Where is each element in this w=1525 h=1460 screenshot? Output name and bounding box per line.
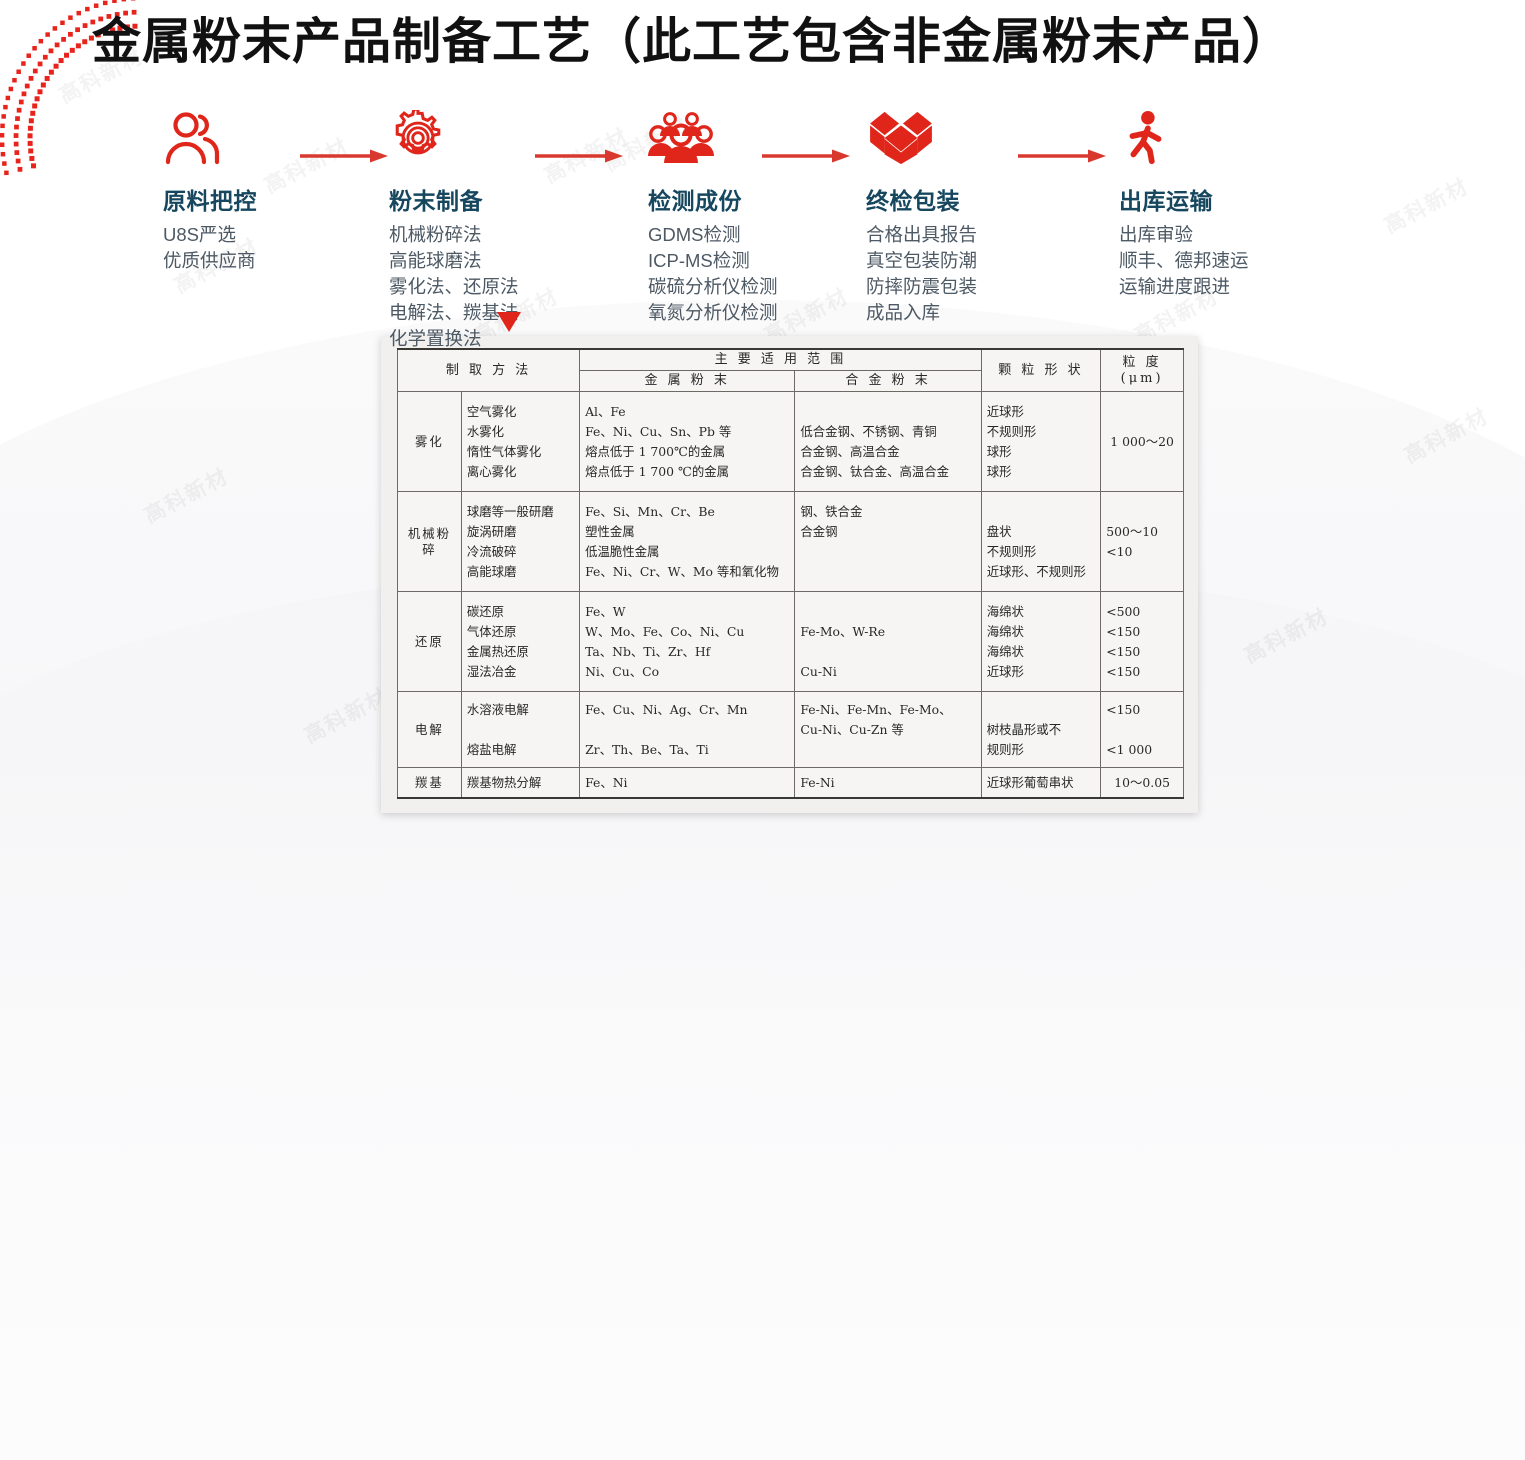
cell-method: 还原 xyxy=(397,591,462,692)
cell-method: 机械粉碎 xyxy=(397,491,462,592)
cell-size: 10～0.05 xyxy=(1100,767,1184,800)
cell-metal: Fe、W W、Mo、Fe、Co、Ni、Cu Ta、Nb、Ti、Zr、Hf Ni、Cu… xyxy=(579,591,796,692)
th-scope: 主 要 适 用 范 围 xyxy=(579,348,982,371)
flow-step-item: GDMS检测 xyxy=(648,224,741,245)
flow-step-item: 高能球磨法 xyxy=(389,250,482,271)
th-method: 制 取 方 法 xyxy=(396,348,581,392)
powder-methods-table-card: 制 取 方 法 主 要 适 用 范 围 颗 粒 形 状 粒 度 (μm) 金 属… xyxy=(381,336,1198,813)
cell-metal: Fe、Cu、Ni、Ag、Cr、Mn Zr、Th、Be、Ta、Ti xyxy=(579,690,796,769)
th-metal-powder: 金 属 粉 末 xyxy=(579,370,796,392)
cell-alloy: Fe-Ni xyxy=(794,767,982,800)
table-row: 雾化 空气雾化 水雾化 惰性气体雾化 离心雾化 Al、Fe Fe、Ni、Cu、Sn、P… xyxy=(397,391,1184,492)
flow-step-items: 出库审验 顺丰、德邦速运 运输进度跟进 xyxy=(1119,222,1249,300)
flow-step-item: ICP-MS检测 xyxy=(648,250,750,271)
cell-size: <150 <1 000 xyxy=(1100,690,1184,769)
flow-step-item: 成品入库 xyxy=(866,302,941,323)
cell-shape: 近球形葡萄串状 xyxy=(980,767,1102,800)
cell-submethods: 碳还原 气体还原 金属热还原 湿法冶金 xyxy=(460,591,581,692)
cell-submethods: 球磨等一般研磨 旋涡研磨 冷流破碎 高能球磨 xyxy=(460,491,581,592)
flow-step-item: 氧氮分析仪检测 xyxy=(648,302,778,323)
cell-shape: 海绵状 海绵状 海绵状 近球形 xyxy=(980,591,1102,692)
th-alloy-powder: 合 金 粉 末 xyxy=(794,370,982,392)
flow-step-2[interactable]: 粉末制备 机械粉碎法 高能球磨法 雾化法、还原法 电解法、羰基法 化学置换法 xyxy=(389,110,519,352)
flow-step-heading: 原料把控 xyxy=(163,188,257,214)
flow-step-item: 合格出具报告 xyxy=(866,224,978,245)
cell-shape: 盘状 不规则形 近球形、不规则形 xyxy=(980,491,1102,592)
flow-step-heading: 粉末制备 xyxy=(389,188,483,214)
table-row: 羰基 羰基物热分解 Fe、Ni Fe-Ni 近球形葡萄串状 10～0.05 xyxy=(397,767,1184,800)
cell-alloy: Fe-Mo、W-Re Cu-Ni xyxy=(794,591,982,692)
flow-step-item: 顺丰、德邦速运 xyxy=(1119,250,1249,271)
flow-step-items: GDMS检测 ICP-MS检测 碳硫分析仪检测 氧氮分析仪检测 xyxy=(648,222,778,326)
cell-shape: 近球形 不规则形 球形 球形 xyxy=(980,391,1102,492)
users-outline-icon xyxy=(163,110,257,166)
flow-step-item: 优质供应商 xyxy=(163,250,256,271)
flow-step-item: 化学置换法 xyxy=(389,328,482,349)
flow-step-items: 机械粉碎法 高能球磨法 雾化法、还原法 电解法、羰基法 化学置换法 xyxy=(389,222,519,352)
cell-metal: Fe、Ni xyxy=(579,767,796,800)
flow-step-items: U8S严选 优质供应商 xyxy=(163,222,257,274)
flow-step-item: 碳硫分析仪检测 xyxy=(648,276,778,297)
cell-metal: Fe、Si、Mn、Cr、Be 塑性金属 低温脆性金属 Fe、Ni、Cr、W、Mo 等… xyxy=(579,491,796,592)
people-group-icon xyxy=(648,110,778,166)
walking-person-icon xyxy=(1119,110,1249,166)
flow-step-heading: 出库运输 xyxy=(1119,188,1213,214)
cell-submethods: 水溶液电解 熔盐电解 xyxy=(460,690,581,769)
cell-method: 电解 xyxy=(397,690,462,769)
cell-submethods: 羰基物热分解 xyxy=(460,767,581,800)
th-size-unit: (μm) xyxy=(1120,370,1164,386)
table-row: 还原 碳还原 气体还原 金属热还原 湿法冶金 Fe、W W、Mo、Fe、Co、Ni、C… xyxy=(397,591,1184,692)
powder-methods-table: 制 取 方 法 主 要 适 用 范 围 颗 粒 形 状 粒 度 (μm) 金 属… xyxy=(396,348,1184,800)
flow-arrow-1 xyxy=(300,148,388,169)
flow-step-item: 出库审验 xyxy=(1119,224,1194,245)
flow-arrow-2 xyxy=(535,148,623,169)
flow-arrow-3 xyxy=(762,148,850,169)
flow-step-item: 雾化法、还原法 xyxy=(389,276,519,297)
cell-submethods: 空气雾化 水雾化 惰性气体雾化 离心雾化 xyxy=(460,391,581,492)
flow-step-3[interactable]: 检测成份 GDMS检测 ICP-MS检测 碳硫分析仪检测 氧氮分析仪检测 xyxy=(648,110,778,326)
gear-icon xyxy=(389,110,519,166)
cell-alloy: Fe-Ni、Fe-Mn、Fe-Mo、 Cu-Ni、Cu-Zn 等 xyxy=(794,690,982,769)
red-triangle-marker xyxy=(497,312,521,337)
flow-step-heading: 检测成份 xyxy=(648,188,742,214)
th-size-label: 粒 度 xyxy=(1122,354,1162,370)
flow-step-item: 真空包装防潮 xyxy=(866,250,978,271)
decorative-dot-arc xyxy=(0,0,138,176)
flow-step-5[interactable]: 出库运输 出库审验 顺丰、德邦速运 运输进度跟进 xyxy=(1119,110,1249,300)
flow-step-4[interactable]: 终检包装 合格出具报告 真空包装防潮 防摔防震包装 成品入库 xyxy=(866,110,977,326)
cell-alloy: 低合金钢、不锈钢、青铜 合金钢、高温合金 合金钢、钛合金、高温合金 xyxy=(794,391,982,492)
cell-size: 500～10 <10 xyxy=(1100,491,1184,592)
flow-step-item: 电解法、羰基法 xyxy=(389,302,519,323)
page-title: 金属粉末产品制备工艺（此工艺包含非金属粉末产品） xyxy=(92,12,1293,70)
flow-step-item: U8S严选 xyxy=(163,224,236,245)
flow-step-item: 机械粉碎法 xyxy=(389,224,482,245)
flow-arrow-4 xyxy=(1018,148,1106,169)
cell-size: <500 <150 <150 <150 xyxy=(1100,591,1184,692)
cell-alloy: 钢、铁合金 合金钢 xyxy=(794,491,982,592)
cell-shape: 树枝晶形或不 规则形 xyxy=(980,690,1102,769)
cell-method: 雾化 xyxy=(397,391,462,492)
process-flow: 原料把控 U8S严选 优质供应商 粉末制备 机械粉碎法 高能 xyxy=(0,110,1525,349)
flow-step-items: 合格出具报告 真空包装防潮 防摔防震包装 成品入库 xyxy=(866,222,977,326)
cell-metal: Al、Fe Fe、Ni、Cu、Sn、Pb 等 熔点低于 1 700℃的金属 熔点低于… xyxy=(579,391,796,492)
th-shape: 颗 粒 形 状 xyxy=(980,348,1102,392)
cell-size: 1 000～20 xyxy=(1100,391,1184,492)
flow-step-heading: 终检包装 xyxy=(866,188,960,214)
flow-step-item: 防摔防震包装 xyxy=(866,276,978,297)
open-box-icon xyxy=(866,110,977,166)
flow-step-1[interactable]: 原料把控 U8S严选 优质供应商 xyxy=(163,110,257,274)
table-row: 电解 水溶液电解 熔盐电解 Fe、Cu、Ni、Ag、Cr、Mn Zr、Th、Be… xyxy=(397,690,1184,769)
cell-method: 羰基 xyxy=(397,767,462,800)
table-row: 机械粉碎 球磨等一般研磨 旋涡研磨 冷流破碎 高能球磨 Fe、Si、Mn、Cr、Be… xyxy=(397,491,1184,592)
th-size: 粒 度 (μm) xyxy=(1100,348,1184,392)
flow-step-item: 运输进度跟进 xyxy=(1119,276,1231,297)
